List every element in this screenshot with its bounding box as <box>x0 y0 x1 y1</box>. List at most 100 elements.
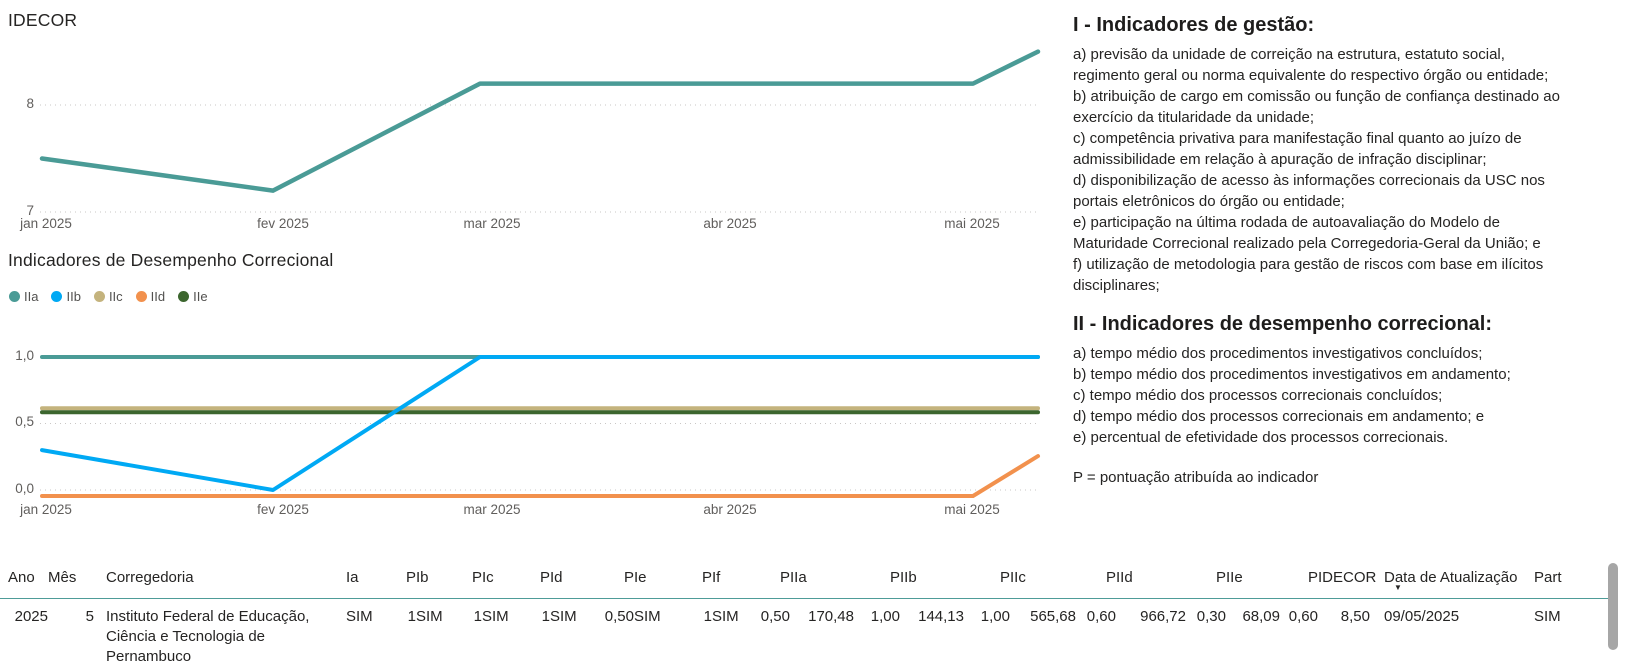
note-item: b) atribuição de cargo em comissão ou fu… <box>1073 88 1560 126</box>
table-cell: SIM <box>482 608 509 625</box>
column-header-p[interactable]: P <box>1215 569 1226 586</box>
legend-label: IIc <box>108 289 123 304</box>
column-header-iid[interactable]: IId <box>1116 569 1133 586</box>
column-header-ano[interactable]: Ano <box>8 569 35 586</box>
table-cell: 966,72 <box>1140 608 1186 625</box>
column-header-iia[interactable]: IIa <box>790 569 807 586</box>
legend-item-IIe[interactable]: IIe <box>178 289 208 304</box>
column-header-p[interactable]: P <box>471 569 482 586</box>
table-cell: 1,00 <box>870 608 900 625</box>
table-cell: SIM <box>712 608 739 625</box>
table-cell: 09/05/2025 <box>1384 608 1460 625</box>
column-header-p[interactable]: P <box>405 569 416 586</box>
table-scrollbar[interactable] <box>1608 563 1618 650</box>
table-cell: 1 <box>407 608 416 625</box>
legend-dot-icon <box>51 291 63 302</box>
table-cell: 0,60 <box>1086 608 1116 625</box>
note-item: e) percentual de efetividade dos process… <box>1073 429 1449 446</box>
note-item: a) previsão da unidade de correição na e… <box>1073 46 1549 84</box>
note-item: d) disponibilização de acesso às informa… <box>1073 172 1545 210</box>
x-axis-tick: abr 2025 <box>703 216 757 231</box>
column-header-p[interactable]: P <box>701 569 712 586</box>
x-axis-tick: mai 2025 <box>944 216 1000 231</box>
sort-descending-icon: ▼ <box>1394 583 1402 592</box>
legend-item-IId[interactable]: IId <box>135 289 165 304</box>
chart-title: Indicadores de Desempenho Correcional <box>8 250 334 270</box>
legend-dot-icon <box>135 291 147 302</box>
legend-dot-icon <box>93 291 105 302</box>
table-cell: SIM <box>416 608 443 625</box>
x-axis-tick: fev 2025 <box>257 502 309 517</box>
note-item: d) tempo médio dos processos correcionai… <box>1073 408 1485 425</box>
column-header-m-s[interactable]: Mês <box>48 569 77 586</box>
table-cell: 144,13 <box>918 608 964 625</box>
series-line-IId[interactable] <box>40 454 1040 498</box>
x-axis-tick: abr 2025 <box>703 502 757 517</box>
table-cell: 0,60 <box>1288 608 1318 625</box>
x-axis-tick: mar 2025 <box>463 216 521 231</box>
column-header-data-de-atualiza-o[interactable]: Data de Atualização ▼ <box>1384 569 1518 592</box>
column-header-id[interactable]: Id <box>550 569 563 586</box>
note-item: a) tempo médio dos procedimentos investi… <box>1073 345 1483 362</box>
legend-dot-icon <box>9 291 20 302</box>
desempenho-chart: Indicadores de Desempenho Correcional II… <box>0 240 1040 536</box>
legend-label: IIb <box>66 289 81 304</box>
desempenho-plot-area: 1,0 0,5 0,0 jan 2025 fev 2025 mar 2025 abr 202… <box>15 330 1040 520</box>
column-header-p[interactable]: P <box>889 569 900 586</box>
column-header-ie[interactable]: Ie <box>634 569 647 586</box>
table-cell: SIM <box>634 608 661 625</box>
table-cell: 0,50 <box>604 608 634 625</box>
plot-svg <box>39 49 1041 213</box>
column-header-if[interactable]: If <box>712 569 721 586</box>
column-header-p[interactable]: P <box>999 569 1010 586</box>
column-header-ib[interactable]: Ib <box>416 569 429 586</box>
section2-heading: II - Indicadores de desempenho correcion… <box>1073 313 1492 335</box>
x-axis-tick: fev 2025 <box>257 216 309 231</box>
table-cell: 0,30 <box>1196 608 1226 625</box>
column-header-p[interactable]: P <box>623 569 634 586</box>
table-cell: SIM <box>550 608 577 625</box>
note-item: f) utilização de metodologia para gestão… <box>1073 256 1544 294</box>
idecor-plot-area: 8 7 jan 2025 fev 2025 mar 2025 abr 2025 mai 20… <box>20 40 1041 232</box>
column-header-corregedoria[interactable]: Corregedoria <box>106 569 194 586</box>
section1-heading: I - Indicadores de gestão: <box>1073 14 1315 36</box>
table-cell: 1,00 <box>980 608 1010 625</box>
y-axis-tick: 0,0 <box>15 480 34 496</box>
series-line-IIb[interactable] <box>40 355 1040 492</box>
column-header-idecor[interactable]: IDECOR <box>1318 569 1377 586</box>
notes-panel: I - Indicadores de gestão: a) previsão d… <box>1073 12 1573 486</box>
column-header-iib[interactable]: IIb <box>900 569 917 586</box>
legend-item-IIc[interactable]: IIc <box>93 289 123 304</box>
series-line-IDECOR[interactable] <box>39 49 1041 193</box>
legend-item-IIb[interactable]: IIb <box>51 289 81 304</box>
column-header-ic[interactable]: Ic <box>482 569 494 586</box>
chart-title: IDECOR <box>8 10 78 30</box>
table-row[interactable]: 2025 5 Instituto Federal de Educação, Ciên… <box>0 599 1608 667</box>
note-item: b) tempo médio dos procedimentos investi… <box>1073 366 1511 383</box>
table-header-row: Ano Mês Corregedoria Ia P Ib P Ic P Id P Ie P If P IIa P… <box>0 563 1608 599</box>
column-header-p[interactable]: P <box>779 569 790 586</box>
table-cell: 565,68 <box>1030 608 1076 625</box>
table-cell: 8,50 <box>1340 608 1370 625</box>
column-header-p[interactable]: P <box>1307 569 1318 586</box>
table-cell: 170,48 <box>808 608 854 625</box>
y-axis-tick: 1,0 <box>15 347 34 363</box>
table-cell: 68,09 <box>1242 608 1280 625</box>
table-cell: 0,50 <box>760 608 790 625</box>
chart-legend: IIa IIb IIc IId IIe <box>9 289 208 304</box>
y-axis-tick: 0,5 <box>15 414 34 430</box>
column-header-p[interactable]: P <box>1105 569 1116 586</box>
table-cell: 1 <box>473 608 482 625</box>
column-header-iie[interactable]: IIe <box>1226 569 1243 586</box>
x-axis-tick: mar 2025 <box>463 502 521 517</box>
y-axis-tick: 7 <box>26 202 34 218</box>
column-header-iic[interactable]: IIc <box>1010 569 1026 586</box>
column-header-part[interactable]: Part <box>1534 569 1562 586</box>
legend-item-IIa[interactable]: IIa <box>9 289 38 304</box>
column-header-p[interactable]: P <box>539 569 550 586</box>
x-axis-tick: mai 2025 <box>944 502 1000 517</box>
y-axis-tick: 8 <box>26 96 34 112</box>
table-cell: 1 <box>703 608 712 625</box>
column-header-ia[interactable]: Ia <box>346 569 359 586</box>
legend-label: IIa <box>24 289 39 304</box>
